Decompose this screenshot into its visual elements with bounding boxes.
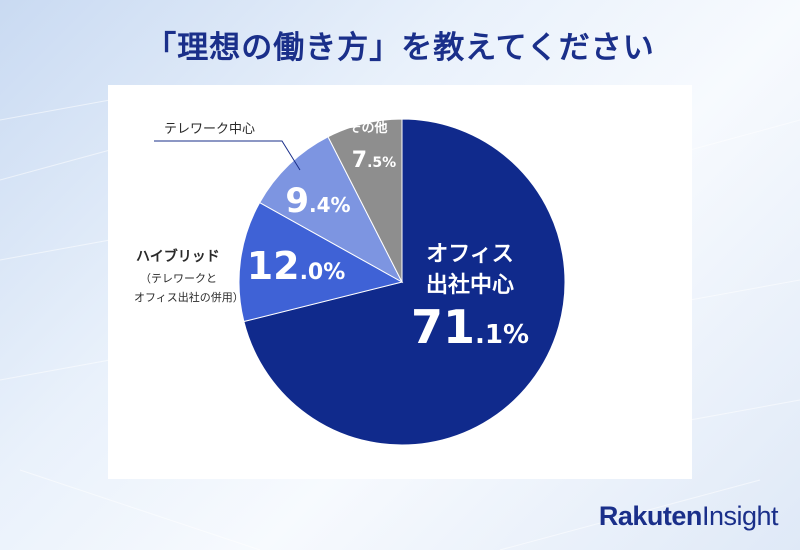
pie-slice-0	[243, 118, 566, 446]
pie-category-label-1-line-0: ハイブリッド	[136, 248, 220, 265]
pie-slice-1	[238, 201, 404, 323]
pie-category-label-0-line-0: オフィス	[426, 242, 514, 267]
pie-value-label-2: 9.4%	[285, 181, 350, 221]
rakuten-insight-logo: RakutenInsight	[598, 501, 779, 532]
logo-brand: Rakuten	[598, 501, 703, 531]
pie-category-label-0-line-1: 出社中心	[426, 272, 514, 298]
pie-category-label-2: テレワーク中心	[164, 122, 255, 137]
pie-category-label-3: その他	[348, 120, 387, 136]
logo-product: Insight	[701, 501, 779, 531]
pie-value-label-0: 71.1%	[411, 300, 529, 354]
pie-category-label-1-line-2: オフィス出社の併用）	[134, 290, 244, 304]
pie-value-label-3: 7.5%	[352, 148, 396, 173]
pie-category-label-1-line-1: （テレワークと	[140, 272, 217, 285]
pie-value-label-1: 12.0%	[247, 244, 346, 288]
pie-leader-line-2	[154, 140, 301, 171]
page-title: 「理想の働き方」を教えてください	[145, 30, 655, 66]
pie-slice-2	[258, 136, 404, 284]
pie-slice-3	[327, 118, 403, 283]
